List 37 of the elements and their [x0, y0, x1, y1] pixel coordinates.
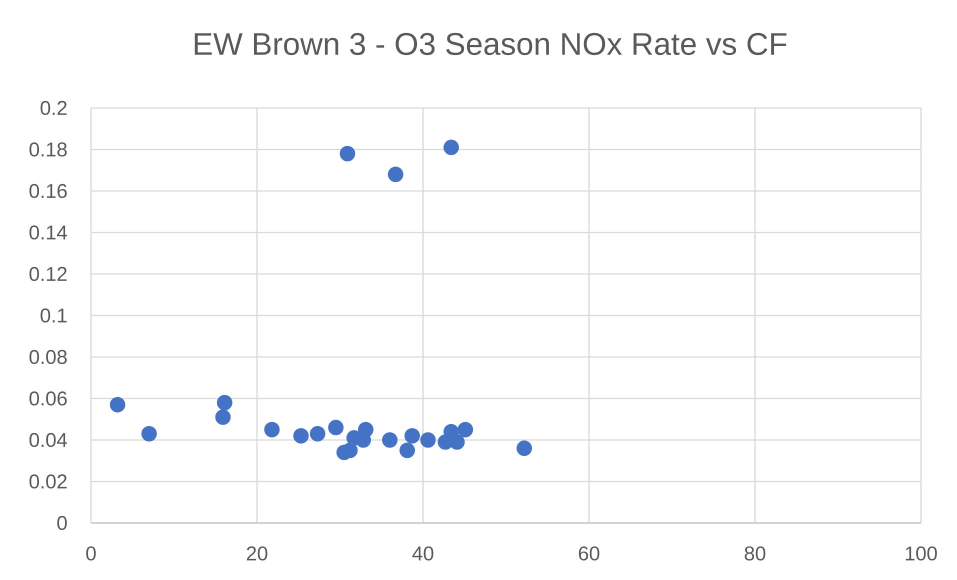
- point: [388, 166, 404, 182]
- point: [382, 432, 398, 448]
- point: [310, 426, 326, 442]
- y-tick-label: 0.04: [29, 432, 68, 448]
- x-tick-label: 80: [744, 546, 766, 561]
- x-tick-label: 20: [246, 546, 268, 561]
- point: [264, 422, 280, 438]
- point: [216, 394, 232, 410]
- point: [458, 422, 474, 438]
- x-tick-label: 100: [906, 546, 937, 561]
- y-tick-label: 0.2: [40, 100, 67, 116]
- point: [404, 428, 420, 444]
- y-tick-label: 0.06: [29, 391, 67, 406]
- point: [420, 432, 436, 448]
- point: [340, 146, 356, 162]
- point: [358, 422, 374, 438]
- point: [443, 140, 459, 156]
- point: [328, 420, 344, 436]
- x-tick-label: 0: [86, 546, 96, 561]
- point: [141, 426, 157, 442]
- point: [516, 440, 532, 456]
- chart-title: EW Brown 3 - O3 Season NOx Rate vs CF: [194, 32, 786, 56]
- point: [399, 442, 415, 458]
- y-tick-label: 0.12: [29, 266, 67, 282]
- point: [293, 428, 309, 444]
- x-tick-label: 40: [412, 546, 434, 561]
- y-tick-label: 0.16: [29, 184, 67, 198]
- y-tick-label: 0.14: [29, 225, 68, 240]
- y-tick-label: 0: [57, 516, 67, 530]
- point: [215, 409, 231, 425]
- y-tick-label: 0.08: [29, 350, 67, 364]
- y-tick-label: 0.02: [29, 474, 67, 489]
- y-tick-label: 0.18: [29, 142, 67, 157]
- point: [449, 434, 465, 450]
- x-tick-label: 60: [578, 546, 600, 561]
- point: [110, 396, 126, 412]
- y-tick-label: 0.1: [40, 308, 67, 323]
